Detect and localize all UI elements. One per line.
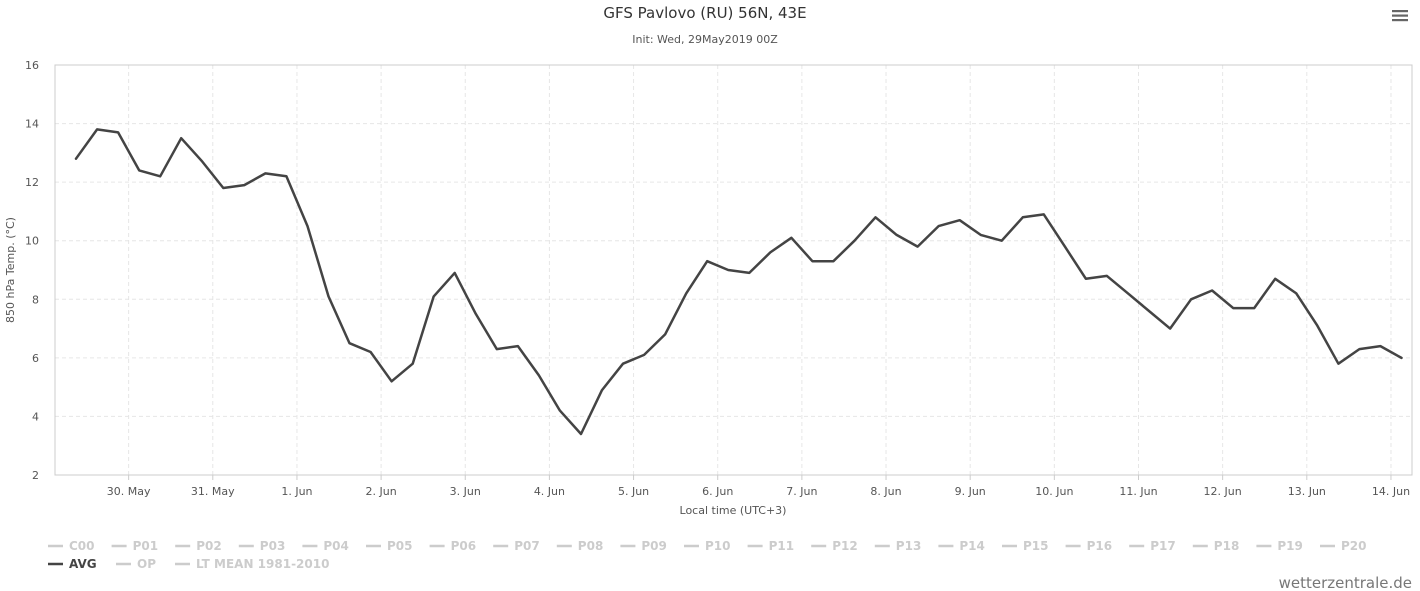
grid-layer bbox=[55, 65, 1412, 475]
x-tick-label: 11. Jun bbox=[1119, 485, 1157, 498]
legend-label: P19 bbox=[1277, 539, 1303, 553]
series-line-avg bbox=[74, 128, 1403, 436]
x-tick-label: 13. Jun bbox=[1288, 485, 1326, 498]
legend-label: P10 bbox=[705, 539, 731, 553]
y-axis: 2 4 6 8 10 12 14 16 bbox=[25, 59, 39, 482]
y-tick-label: 10 bbox=[25, 235, 39, 248]
legend-label: P05 bbox=[387, 539, 413, 553]
legend-item-p01[interactable]: P01 bbox=[111, 539, 159, 553]
legend-label: P06 bbox=[451, 539, 477, 553]
x-tick-label: 31. May bbox=[191, 485, 235, 498]
series-layer bbox=[74, 128, 1403, 436]
legend-label: AVG bbox=[69, 557, 97, 571]
legend-item-p07[interactable]: P07 bbox=[493, 539, 540, 553]
legend-label: P01 bbox=[133, 539, 159, 553]
legend-item-p05[interactable]: P05 bbox=[366, 539, 413, 553]
legend-label: C00 bbox=[69, 539, 95, 553]
legend-item-p02[interactable]: P02 bbox=[175, 539, 222, 553]
legend-item-p10[interactable]: P10 bbox=[684, 539, 731, 553]
legend-label: P09 bbox=[641, 539, 667, 553]
x-tick-label: 10. Jun bbox=[1035, 485, 1073, 498]
legend-label: OP bbox=[137, 557, 156, 571]
legend-item-p20[interactable]: P20 bbox=[1320, 539, 1367, 553]
legend-item-p06[interactable]: P06 bbox=[429, 539, 477, 553]
legend-label: P13 bbox=[896, 539, 922, 553]
legend-label: P11 bbox=[769, 539, 795, 553]
legend-item-lt-mean-1981-2010[interactable]: LT MEAN 1981-2010 bbox=[175, 557, 329, 571]
y-tick-label: 4 bbox=[32, 410, 39, 423]
legend-item-p16[interactable]: P16 bbox=[1065, 539, 1113, 553]
x-tick-label: 30. May bbox=[107, 485, 151, 498]
y-tick-label: 14 bbox=[25, 118, 39, 131]
x-tick-label: 3. Jun bbox=[450, 485, 481, 498]
y-tick-label: 2 bbox=[32, 469, 39, 482]
y-tick-label: 12 bbox=[25, 176, 39, 189]
hamburger-menu-icon[interactable] bbox=[1386, 4, 1410, 26]
legend-label: P07 bbox=[514, 539, 540, 553]
chart-title: GFS Pavlovo (RU) 56N, 43E bbox=[603, 4, 806, 22]
legend-label: P14 bbox=[959, 539, 985, 553]
x-tick-label: 8. Jun bbox=[870, 485, 901, 498]
legend-label: P20 bbox=[1341, 539, 1367, 553]
x-tick-label: 1. Jun bbox=[281, 485, 312, 498]
x-tick-label: 14. Jun bbox=[1372, 485, 1410, 498]
plot-border bbox=[54, 64, 1413, 476]
legend-label: P17 bbox=[1150, 539, 1176, 553]
credits-link[interactable]: wetterzentrale.de bbox=[1279, 574, 1412, 591]
legend-label: P02 bbox=[196, 539, 222, 553]
y-axis-label: 850 hPa Temp. (°C) bbox=[4, 217, 17, 323]
legend-item-p13[interactable]: P13 bbox=[874, 539, 922, 553]
y-tick-label: 6 bbox=[32, 352, 39, 365]
x-axis-label: Local time (UTC+3) bbox=[680, 504, 787, 517]
legend-label: P16 bbox=[1087, 539, 1113, 553]
legend-item-c00[interactable]: C00 bbox=[48, 539, 95, 553]
legend-label: P08 bbox=[578, 539, 604, 553]
legend-item-p09[interactable]: P09 bbox=[620, 539, 667, 553]
legend-item-op[interactable]: OP bbox=[116, 557, 156, 571]
y-tick-label: 16 bbox=[25, 59, 39, 72]
legend-item-p12[interactable]: P12 bbox=[811, 539, 858, 553]
legend-item-p19[interactable]: P19 bbox=[1256, 539, 1303, 553]
legend-label: P15 bbox=[1023, 539, 1049, 553]
x-tick-label: 12. Jun bbox=[1204, 485, 1242, 498]
x-tick-label: 6. Jun bbox=[702, 485, 733, 498]
legend-label: P18 bbox=[1214, 539, 1240, 553]
x-axis: 30. May 31. May 1. Jun 2. Jun 3. Jun 4. Jun 5.… bbox=[107, 475, 1410, 498]
x-tick-label: 4. Jun bbox=[534, 485, 565, 498]
legend: C00 P01 P02 P03 P04 P05 P06 P07 P08 P09 P10 P11 P12 P… bbox=[48, 539, 1367, 571]
legend-label: LT MEAN 1981-2010 bbox=[196, 557, 329, 571]
legend-label: P12 bbox=[832, 539, 858, 553]
x-tick-label: 7. Jun bbox=[786, 485, 817, 498]
y-tick-label: 8 bbox=[32, 293, 39, 306]
legend-item-p15[interactable]: P15 bbox=[1002, 539, 1049, 553]
x-tick-label: 2. Jun bbox=[366, 485, 397, 498]
chart-subtitle: Init: Wed, 29May2019 00Z bbox=[632, 33, 778, 46]
legend-item-p04[interactable]: P04 bbox=[302, 539, 349, 553]
x-tick-label: 9. Jun bbox=[955, 485, 986, 498]
legend-item-p11[interactable]: P11 bbox=[747, 539, 795, 553]
x-tick-label: 5. Jun bbox=[618, 485, 649, 498]
legend-label: P04 bbox=[323, 539, 349, 553]
legend-item-avg[interactable]: AVG bbox=[48, 557, 97, 571]
legend-item-p17[interactable]: P17 bbox=[1129, 539, 1176, 553]
legend-item-p14[interactable]: P14 bbox=[938, 539, 985, 553]
legend-item-p08[interactable]: P08 bbox=[556, 539, 604, 553]
legend-label: P03 bbox=[260, 539, 286, 553]
legend-item-p18[interactable]: P18 bbox=[1192, 539, 1240, 553]
legend-item-p03[interactable]: P03 bbox=[238, 539, 286, 553]
